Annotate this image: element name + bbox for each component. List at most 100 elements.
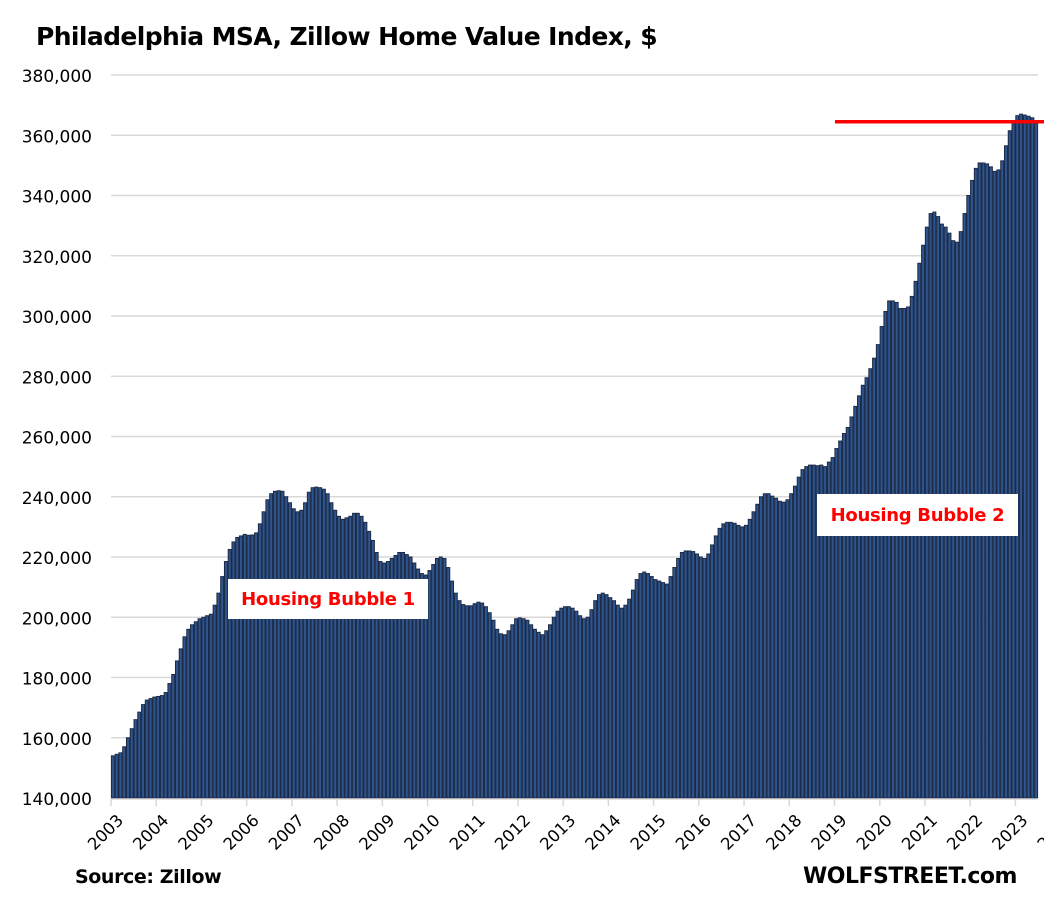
bar [336,515,341,799]
bar [875,344,880,799]
bar [725,521,730,799]
bar [483,606,488,799]
bar [272,490,277,799]
bar [559,607,564,799]
bar [826,461,831,799]
bar [898,307,903,799]
bar [702,558,707,799]
bar [348,515,353,799]
bar [740,526,745,799]
bar [393,554,398,799]
bar [521,618,526,799]
bar [178,648,183,799]
bar [1026,115,1031,799]
bar [246,534,251,799]
bar [687,550,692,799]
y-tick-label: 160,000 [22,730,92,750]
x-tick-label: 2023 [988,811,1031,854]
bar [642,571,647,799]
bar [310,487,315,799]
bar [823,466,828,799]
bar [340,518,345,799]
x-tick-label: 2015 [627,811,670,854]
bar [1034,122,1039,799]
bar [589,609,594,799]
bar [593,600,598,799]
bar [913,280,918,799]
bar [608,597,613,799]
bar [774,497,779,799]
bar [992,170,997,799]
bar [792,485,797,799]
bar [563,606,568,799]
bar [653,579,658,799]
x-tick-label: 2010 [401,811,444,854]
x-tick-label: 2004 [129,811,172,854]
bar [1007,130,1012,799]
y-tick-label: 340,000 [22,188,92,208]
bar [664,583,669,799]
bar [382,562,387,799]
bar [578,615,583,799]
bar [717,527,722,799]
bar [732,522,737,799]
y-tick-label: 300,000 [22,308,92,328]
bar [333,509,338,799]
bar [318,487,323,799]
y-tick-label: 240,000 [22,489,92,509]
bar [461,604,466,799]
bar [532,628,537,799]
bar [239,535,243,799]
bar [570,607,575,799]
bars [110,113,1039,799]
bar [171,673,176,799]
x-tick-label: 2024 [1034,811,1044,854]
bar [235,536,240,799]
x-tick-label: 2014 [581,811,624,854]
bar [167,683,172,799]
bar [529,624,534,799]
y-tick-label: 180,000 [22,670,92,690]
bar [638,573,643,799]
bar [476,601,481,799]
y-tick-label: 380,000 [22,67,92,87]
bar [401,551,406,799]
bar [710,544,715,799]
bar [163,692,168,799]
bar [868,368,873,799]
annotation-housing-bubble-1: Housing Bubble 1 [228,579,428,619]
bar [416,568,421,799]
bar [743,524,748,799]
bar [227,548,232,799]
bar [397,551,402,799]
bar [906,306,910,799]
bar [261,511,266,799]
bar [853,405,858,799]
bar [890,300,895,799]
bar [996,169,1001,799]
bar [887,300,892,799]
bar [303,502,308,799]
bar [223,561,228,799]
bar [122,746,127,799]
bar [879,326,884,799]
bar [830,457,835,799]
bar [619,607,624,799]
bar [872,357,877,799]
bar [480,602,485,799]
bar [585,616,590,799]
bar [450,580,455,799]
x-tick-label: 2007 [265,811,308,854]
bar [269,493,274,799]
bar [495,628,500,799]
bar [785,499,790,799]
bar [728,521,733,799]
y-tick-label: 200,000 [22,609,92,629]
bar [1003,145,1008,799]
bar [762,493,767,799]
bar [536,631,541,799]
x-tick-label: 2011 [446,811,489,854]
bar [205,615,210,799]
x-tick-label: 2020 [853,811,896,854]
bar [427,570,432,799]
